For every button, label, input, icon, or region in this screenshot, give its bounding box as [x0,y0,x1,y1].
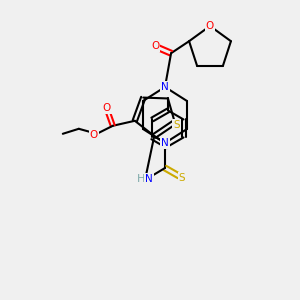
Text: S: S [173,120,180,130]
Text: O: O [90,130,98,140]
Text: H: H [137,174,145,184]
Text: S: S [179,173,185,183]
Text: N: N [161,82,169,92]
Text: N: N [145,174,153,184]
Text: O: O [103,103,111,113]
Text: N: N [161,138,169,148]
Text: O: O [151,41,159,51]
Text: O: O [206,21,214,31]
